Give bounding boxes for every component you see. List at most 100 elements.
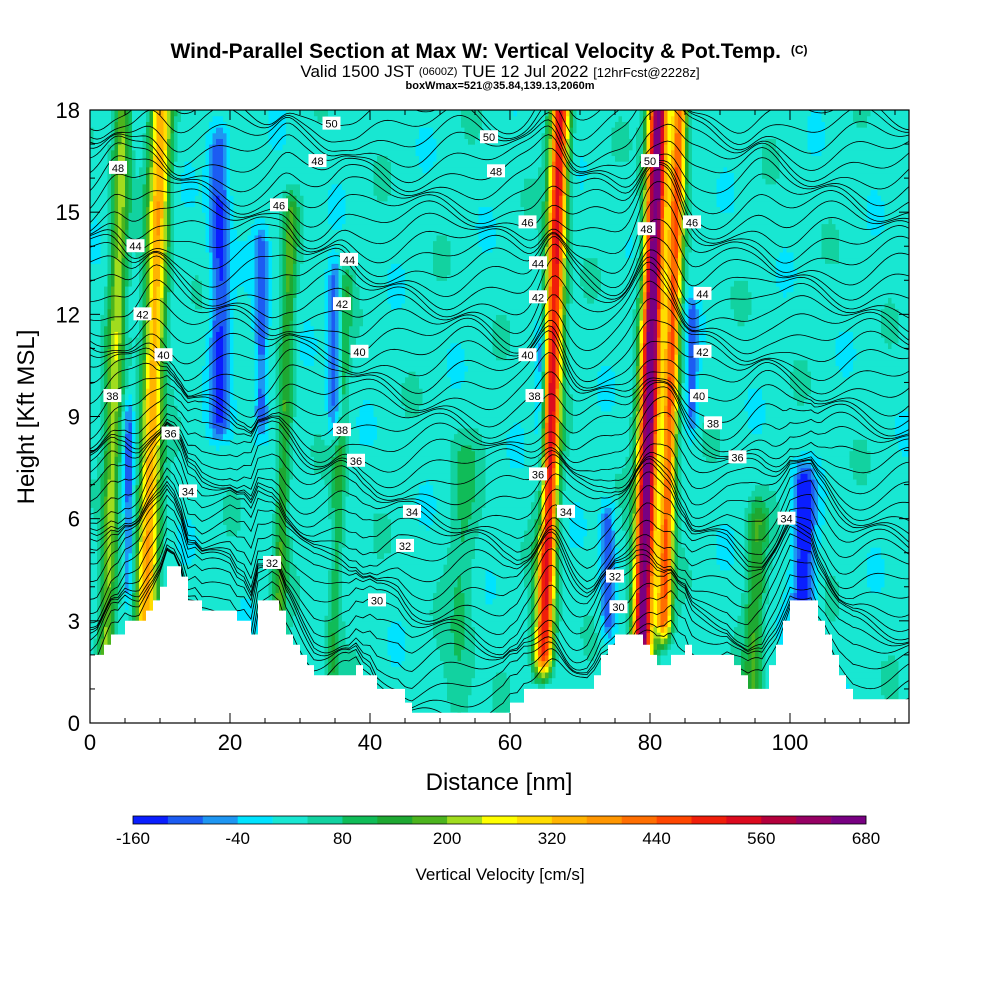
velocity-cell xyxy=(142,461,147,469)
copyright-mark: (C) xyxy=(791,43,808,57)
velocity-cell xyxy=(146,507,151,514)
velocity-cell xyxy=(233,569,238,577)
velocity-cell xyxy=(223,331,228,338)
velocity-cell xyxy=(142,325,147,332)
velocity-cell xyxy=(93,121,98,128)
velocity-cell xyxy=(114,626,119,633)
velocity-cell xyxy=(163,325,168,332)
velocity-cell xyxy=(181,399,186,406)
velocity-cell xyxy=(244,399,249,406)
velocity-cell xyxy=(198,314,203,321)
velocity-cell xyxy=(139,206,144,213)
velocity-cell xyxy=(170,524,175,531)
velocity-cell xyxy=(212,444,217,452)
velocity-cell xyxy=(174,467,179,474)
velocity-cell xyxy=(90,427,95,435)
velocity-cell xyxy=(114,285,119,293)
velocity-cell xyxy=(195,206,200,213)
velocity-cell xyxy=(100,399,105,406)
velocity-cell xyxy=(107,359,112,367)
velocity-cell xyxy=(142,598,147,605)
velocity-cell xyxy=(100,592,105,599)
velocity-cell xyxy=(216,149,221,157)
velocity-cell xyxy=(100,609,105,616)
velocity-cell xyxy=(163,365,168,372)
velocity-cell xyxy=(90,348,95,355)
velocity-cell xyxy=(205,280,210,287)
velocity-cell xyxy=(184,308,189,315)
velocity-cell xyxy=(156,450,161,457)
velocity-cell xyxy=(90,609,95,616)
velocity-cell xyxy=(153,144,158,151)
velocity-cell xyxy=(209,484,214,491)
velocity-cell xyxy=(230,285,235,293)
velocity-cell xyxy=(223,501,228,508)
chart-title: Wind-Parallel Section at Max W: Vertical… xyxy=(170,40,807,63)
velocity-cell xyxy=(212,598,217,605)
velocity-cell xyxy=(97,115,102,122)
velocity-cell xyxy=(153,291,158,298)
velocity-cell xyxy=(237,581,242,588)
velocity-cell xyxy=(104,530,109,537)
velocity-cell xyxy=(111,144,116,151)
velocity-cell xyxy=(170,365,175,372)
velocity-cell xyxy=(195,348,200,355)
velocity-cell xyxy=(114,354,119,361)
velocity-cell xyxy=(135,535,140,542)
velocity-cell xyxy=(174,456,179,463)
velocity-cell xyxy=(125,189,130,196)
velocity-cell xyxy=(139,325,144,332)
velocity-cell xyxy=(237,450,242,457)
velocity-cell xyxy=(160,285,165,293)
velocity-cell xyxy=(191,501,196,508)
velocity-cell xyxy=(177,189,182,196)
velocity-cell xyxy=(156,149,161,157)
velocity-cell xyxy=(160,416,165,423)
velocity-cell xyxy=(205,524,210,531)
velocity-cell xyxy=(170,512,175,520)
velocity-cell xyxy=(135,507,140,514)
velocity-cell xyxy=(223,149,228,157)
velocity-cell xyxy=(121,405,126,412)
velocity-cell xyxy=(244,569,249,577)
velocity-cell xyxy=(195,331,200,338)
velocity-cell xyxy=(226,144,231,151)
velocity-cell xyxy=(244,155,249,162)
velocity-cell xyxy=(125,359,130,367)
velocity-cell xyxy=(132,473,137,480)
velocity-cell xyxy=(104,439,109,446)
velocity-cell xyxy=(223,206,228,213)
velocity-cell xyxy=(170,178,175,185)
velocity-cell xyxy=(156,302,161,310)
velocity-cell xyxy=(191,518,196,525)
velocity-cell xyxy=(188,314,193,321)
velocity-cell xyxy=(219,592,224,599)
velocity-cell xyxy=(174,229,179,236)
velocity-cell xyxy=(247,524,252,531)
velocity-cell xyxy=(202,467,207,474)
velocity-cell xyxy=(146,297,151,304)
velocity-cell xyxy=(125,495,130,503)
velocity-cell xyxy=(247,388,252,395)
velocity-cell xyxy=(205,354,210,361)
velocity-cell xyxy=(128,189,133,196)
velocity-cell xyxy=(93,166,98,174)
velocity-cell xyxy=(163,564,168,571)
velocity-cell xyxy=(233,166,238,174)
velocity-cell xyxy=(107,144,112,151)
velocity-cell xyxy=(139,422,144,429)
velocity-cell xyxy=(233,393,238,401)
velocity-cell xyxy=(237,212,242,219)
velocity-cell xyxy=(90,603,95,611)
velocity-cell xyxy=(191,257,196,264)
velocity-cell xyxy=(237,325,242,332)
velocity-cell xyxy=(156,388,161,395)
velocity-cell xyxy=(219,586,224,594)
velocity-cell xyxy=(219,535,224,542)
velocity-cell xyxy=(191,331,196,338)
velocity-cell xyxy=(167,257,172,264)
velocity-cell xyxy=(111,217,116,225)
velocity-cell xyxy=(125,308,130,315)
velocity-cell xyxy=(233,115,238,122)
velocity-cell xyxy=(237,234,242,242)
